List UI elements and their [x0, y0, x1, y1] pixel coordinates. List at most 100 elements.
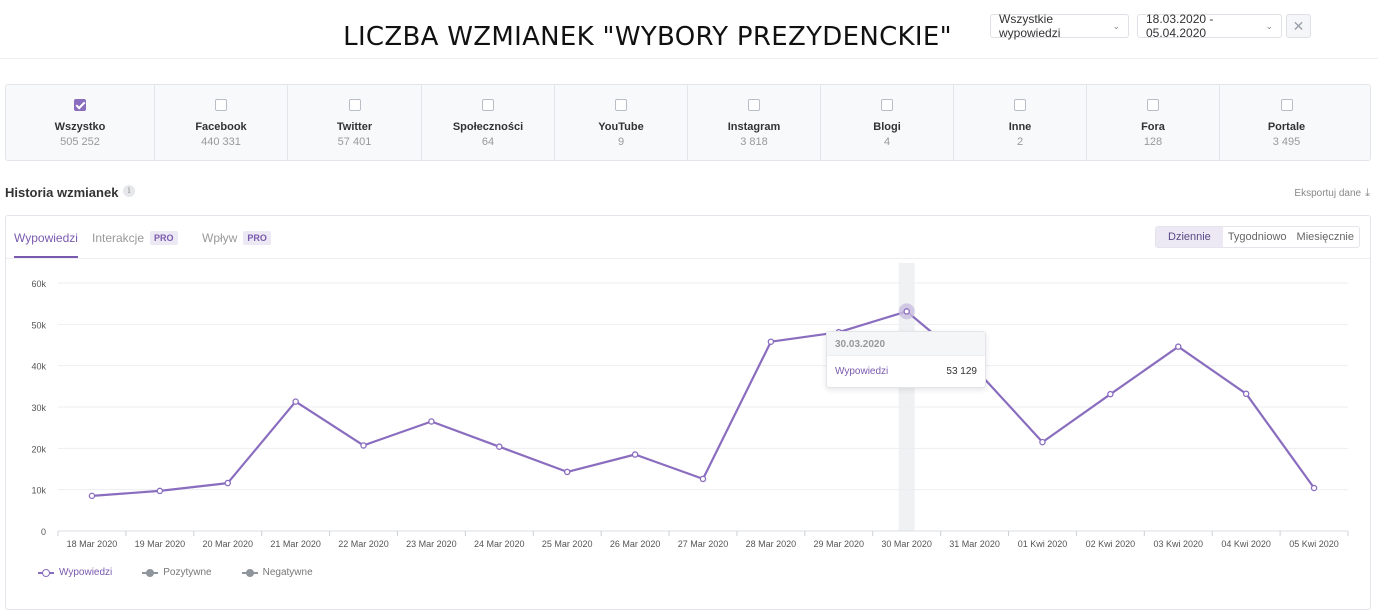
tooltip-series-label: Wypowiedzi	[835, 366, 889, 377]
data-point	[631, 451, 639, 458]
legend-label: Negatywne	[262, 567, 313, 578]
tooltip-value: 53 129	[946, 366, 977, 377]
y-tick-label: 40k	[31, 362, 46, 372]
source-filter-fora[interactable]: Fora 128	[1087, 85, 1220, 160]
source-count: 57 401	[337, 136, 372, 148]
data-point	[1039, 438, 1046, 446]
tab-influence[interactable]: Wpływ PRO	[202, 231, 271, 245]
source-name: Portale	[1267, 121, 1306, 133]
section-title: Historia wzmianek	[5, 185, 119, 200]
legend-item-negative[interactable]: Negatywne	[241, 567, 313, 578]
tab-interactions[interactable]: Interakcje PRO	[92, 231, 178, 245]
source-count: 2	[1016, 136, 1024, 148]
source-checkbox[interactable]	[1280, 99, 1293, 111]
metric-tabs: Wypowiedzi Interakcje PRO Wpływ PRO Dzienn…	[6, 216, 1370, 259]
x-tick-label: 20 Mar 2020	[202, 539, 253, 549]
source-filter-inne[interactable]: Inne 2	[954, 85, 1087, 160]
data-point	[1242, 390, 1250, 398]
source-checkbox[interactable]	[348, 99, 361, 111]
period-monthly-button[interactable]: Miesięcznie	[1296, 231, 1354, 243]
legend-swatch	[38, 568, 54, 577]
source-count: 4	[883, 136, 891, 148]
x-tick-label: 23 Mar 2020	[406, 539, 457, 549]
data-point	[224, 479, 231, 487]
source-filter-facebook[interactable]: Facebook 440 331	[155, 85, 288, 160]
legend-label: Pozytywne	[163, 567, 212, 578]
source-checkbox[interactable]	[1147, 99, 1159, 111]
x-tick-label: 26 Mar 2020	[610, 539, 661, 549]
source-name: Inne	[1008, 121, 1032, 133]
statement-filter-dropdown[interactable]: Wszystkie wypowiedzi ⌄	[990, 12, 1129, 40]
source-count: 64	[481, 136, 495, 148]
x-tick-label: 03 Kwi 2020	[1153, 539, 1203, 549]
source-checkbox[interactable]	[1014, 99, 1026, 111]
data-point	[1175, 343, 1182, 350]
source-filter-wszystko[interactable]: Wszystko 505 252	[6, 85, 155, 160]
source-filter-youtube[interactable]: YouTube 9	[555, 85, 688, 160]
source-checkbox[interactable]	[615, 99, 627, 111]
x-tick-label: 29 Mar 2020	[814, 539, 865, 549]
source-checkbox[interactable]	[215, 99, 227, 111]
pro-badge: PRO	[243, 231, 271, 245]
y-tick-label: 50k	[31, 320, 46, 330]
info-icon[interactable]: i	[123, 185, 135, 197]
chevron-down-icon: ⌄	[1265, 20, 1273, 31]
source-filter-instagram[interactable]: Instagram 3 818	[688, 85, 821, 160]
legend-swatch	[241, 568, 258, 577]
legend-item-positive[interactable]: Pozytywne	[142, 567, 212, 578]
x-tick-label: 01 Kwi 2020	[1018, 539, 1068, 549]
data-point	[292, 398, 299, 405]
chart-legend: Wypowiedzi Pozytywne Negatywne	[38, 567, 343, 578]
source-count: 3 495	[1272, 136, 1301, 148]
y-tick-label: 10k	[31, 486, 46, 496]
data-point	[496, 443, 503, 450]
period-weekly-button[interactable]: Tygodniowo	[1227, 231, 1287, 243]
chart-tooltip: 30.03.2020 Wypowiedzi 53 129	[826, 331, 986, 388]
data-point	[156, 487, 164, 495]
source-filter-blogi[interactable]: Blogi 4	[821, 85, 954, 160]
data-point	[563, 468, 571, 476]
y-tick-label: 30k	[31, 403, 46, 413]
legend-item-statements[interactable]: Wypowiedzi	[38, 567, 112, 578]
source-name: Twitter	[336, 121, 373, 133]
source-name: Blogi	[873, 121, 901, 133]
close-icon: ✕	[1292, 17, 1305, 34]
download-icon: ⤓	[1365, 187, 1370, 199]
series-line-wypowiedzi	[91, 310, 1315, 497]
x-tick-label: 04 Kwi 2020	[1221, 539, 1271, 549]
source-name: Facebook	[195, 121, 247, 133]
source-checkbox[interactable]	[748, 99, 760, 111]
source-checkbox[interactable]	[881, 99, 893, 111]
data-point	[1107, 390, 1114, 398]
source-name: Instagram	[727, 121, 781, 133]
x-tick-label: 19 Mar 2020	[135, 539, 186, 549]
source-filter-społeczności[interactable]: Społeczności 64	[422, 85, 555, 160]
source-filter-twitter[interactable]: Twitter 57 401	[288, 85, 422, 160]
source-count: 9	[617, 136, 625, 148]
source-count: 440 331	[201, 136, 241, 148]
statement-filter-label: Wszystkie wypowiedzi	[999, 12, 1061, 40]
data-point	[1310, 484, 1318, 492]
tab-statements[interactable]: Wypowiedzi	[14, 231, 78, 245]
legend-swatch	[142, 568, 159, 577]
period-toggle: Dziennie Tygodniowo Miesięcznie	[1155, 226, 1360, 248]
x-tick-label: 30 Mar 2020	[881, 539, 932, 549]
source-filter-portale[interactable]: Portale 3 495	[1220, 85, 1353, 160]
x-tick-label: 28 Mar 2020	[746, 539, 797, 549]
source-checkbox[interactable]	[74, 99, 86, 111]
export-data-link[interactable]: Eksportuj dane ⤓	[1294, 187, 1370, 200]
data-point	[360, 442, 367, 449]
source-checkbox[interactable]	[482, 99, 494, 111]
date-range-picker[interactable]: 18.03.2020 - 05.04.2020 ⌄	[1137, 12, 1282, 40]
x-tick-label: 21 Mar 2020	[270, 539, 321, 549]
clear-date-button[interactable]: ✕	[1286, 14, 1311, 38]
mentions-history-card: Wypowiedzi Interakcje PRO Wpływ PRO Dzienn…	[5, 215, 1371, 610]
tooltip-date: 30.03.2020	[827, 332, 985, 356]
period-daily-button[interactable]: Dziennie	[1156, 227, 1223, 247]
source-count: 128	[1143, 136, 1163, 148]
data-point	[903, 308, 910, 315]
tab-label: Wypowiedzi	[14, 231, 78, 245]
x-tick-label: 02 Kwi 2020	[1086, 539, 1136, 549]
tab-label: Wpływ	[202, 231, 238, 245]
y-tick-label: 60k	[31, 279, 46, 289]
